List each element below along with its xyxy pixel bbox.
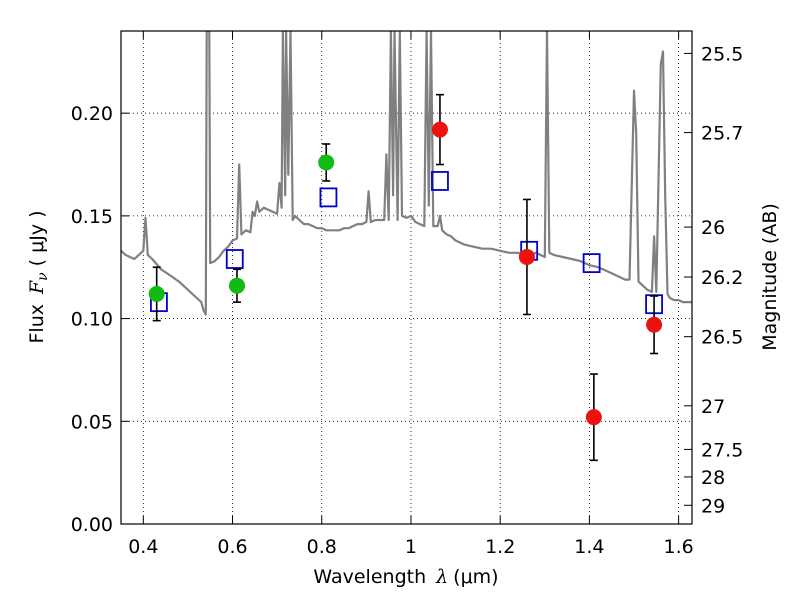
x-tick-label: 0.8 (307, 536, 337, 558)
x-tick-label: 1.4 (574, 536, 604, 558)
y2-tick-label: 26 (701, 217, 725, 239)
y2-tick-label: 26.5 (701, 327, 743, 349)
model-spectrum-line (121, 31, 692, 316)
x-axis-label: Wavelength λ (μm) (313, 566, 498, 588)
x-tick-label: 1.2 (485, 536, 515, 558)
y-tick-label: 0.20 (71, 103, 113, 125)
ticks: 0.4 0.6 0.8 1 1.2 1.4 1.6 0.00 0.05 0.10 0.15 0.20 2… (71, 31, 743, 558)
x-tick-label: 0.4 (128, 536, 158, 558)
y2-tick-label: 28 (701, 467, 725, 489)
observed-point (431, 121, 448, 138)
observed-point (585, 409, 602, 426)
observed-point (318, 154, 335, 171)
y-tick-label: 0.00 (71, 514, 113, 536)
observed-point (148, 285, 165, 302)
x-tick-label: 0.6 (217, 536, 247, 558)
y2-tick-label: 25.5 (701, 43, 743, 65)
y-tick-label: 0.10 (71, 309, 113, 331)
x-tick-label: 1.6 (664, 536, 694, 558)
model-photometry-square (319, 187, 338, 208)
model-photometry-square (431, 171, 449, 191)
model-photometry-square (225, 249, 244, 269)
y2-tick-label: 27.5 (701, 439, 743, 461)
y-axis-label: FluxFν( μJy ) (26, 210, 51, 343)
y2-tick-label: 27 (701, 396, 725, 418)
y-tick-label: 0.05 (71, 411, 113, 433)
y2-tick-label: 26.2 (701, 267, 743, 289)
observed-point (518, 248, 535, 265)
y2-tick-label: 29 (701, 495, 725, 517)
y2-axis-label: Magnitude (AB) (759, 203, 781, 351)
y-tick-label: 0.15 (71, 206, 113, 228)
observed-point (228, 277, 245, 294)
y2-tick-label: 25.7 (701, 123, 743, 145)
data-area (121, 31, 692, 462)
x-tick-label: 1 (405, 536, 417, 558)
observed-point (646, 316, 663, 333)
model-photometry-square (582, 253, 601, 274)
